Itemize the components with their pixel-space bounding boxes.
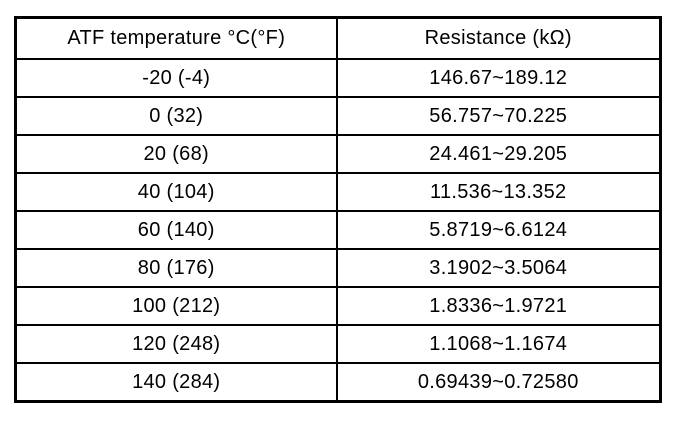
- temperature-cell: 80 (176): [14, 248, 338, 288]
- resistance-cell: 146.67~189.12: [335, 58, 662, 98]
- temperature-cell: 100 (212): [14, 286, 338, 326]
- atf-temperature-resistance-table: ATF temperature °C(°F) Resistance (kΩ) -…: [14, 16, 662, 403]
- temperature-cell: 140 (284): [14, 362, 338, 403]
- table-row: 40 (104) 11.536~13.352: [14, 172, 662, 212]
- temperature-cell: 40 (104): [14, 172, 338, 212]
- table-row: -20 (-4) 146.67~189.12: [14, 58, 662, 98]
- table-row: 80 (176) 3.1902~3.5064: [14, 248, 662, 288]
- temperature-cell: -20 (-4): [14, 58, 338, 98]
- temperature-cell: 120 (248): [14, 324, 338, 364]
- table-row: 100 (212) 1.8336~1.9721: [14, 286, 662, 326]
- table-row: 0 (32) 56.757~70.225: [14, 96, 662, 136]
- resistance-cell: 1.1068~1.1674: [335, 324, 662, 364]
- temperature-cell: 0 (32): [14, 96, 338, 136]
- resistance-cell: 0.69439~0.72580: [335, 362, 662, 403]
- table-row: 60 (140) 5.8719~6.6124: [14, 210, 662, 250]
- table-row: 20 (68) 24.461~29.205: [14, 134, 662, 174]
- resistance-cell: 3.1902~3.5064: [335, 248, 662, 288]
- table-row: 140 (284) 0.69439~0.72580: [14, 362, 662, 403]
- temperature-cell: 20 (68): [14, 134, 338, 174]
- resistance-cell: 56.757~70.225: [335, 96, 662, 136]
- resistance-cell: 5.8719~6.6124: [335, 210, 662, 250]
- resistance-cell: 1.8336~1.9721: [335, 286, 662, 326]
- table-header-row: ATF temperature °C(°F) Resistance (kΩ): [14, 16, 662, 60]
- temperature-cell: 60 (140): [14, 210, 338, 250]
- resistance-cell: 24.461~29.205: [335, 134, 662, 174]
- table-row: 120 (248) 1.1068~1.1674: [14, 324, 662, 364]
- column-header-atf-temperature: ATF temperature °C(°F): [14, 16, 338, 60]
- column-header-resistance: Resistance (kΩ): [335, 16, 662, 60]
- resistance-cell: 11.536~13.352: [335, 172, 662, 212]
